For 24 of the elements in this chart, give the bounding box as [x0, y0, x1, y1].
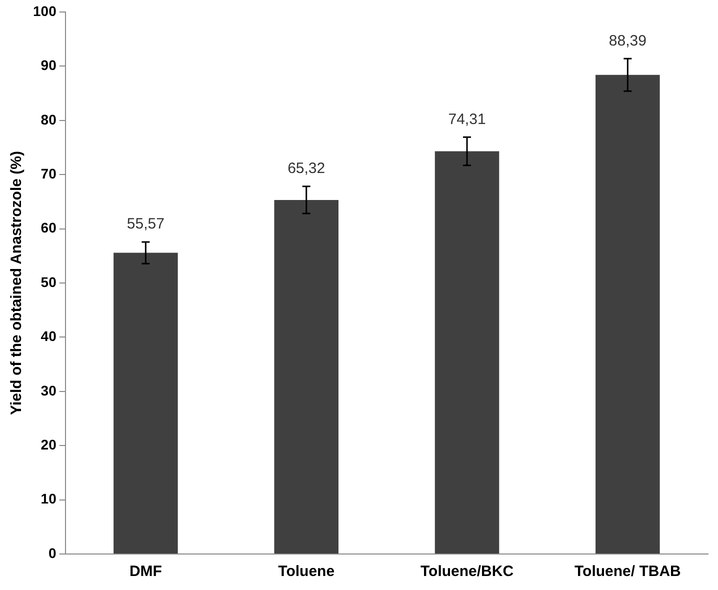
y-tick-label: 60 [40, 220, 57, 236]
y-axis-title: Yield of the obtained Anastrozole (%) [8, 151, 26, 415]
bar [434, 151, 500, 554]
y-tick-label: 20 [40, 436, 57, 452]
data-label: 65,32 [288, 160, 326, 178]
y-tick-label: 50 [40, 274, 57, 290]
y-tick-label: 90 [40, 57, 57, 74]
x-tick-label: Toluene [278, 563, 335, 580]
y-tick-label: 40 [40, 328, 57, 344]
y-tick-label: 30 [40, 382, 57, 398]
y-tick-label: 100 [33, 2, 57, 19]
bar [274, 200, 338, 554]
y-tick-label: 0 [48, 544, 57, 561]
bar [596, 74, 660, 554]
y-tick-label: 70 [40, 165, 57, 182]
data-label: 88,39 [608, 32, 646, 50]
y-tick-label: 80 [40, 111, 57, 128]
data-label: 74,31 [448, 110, 486, 128]
x-tick-label: DMF [129, 563, 162, 580]
data-label: 55,57 [126, 216, 164, 233]
bar [114, 252, 178, 554]
x-tick-label: Toluene/ TBAB [574, 563, 682, 580]
x-tick-label: Toluene/BKC [420, 563, 514, 580]
y-tick-label: 10 [40, 490, 57, 507]
